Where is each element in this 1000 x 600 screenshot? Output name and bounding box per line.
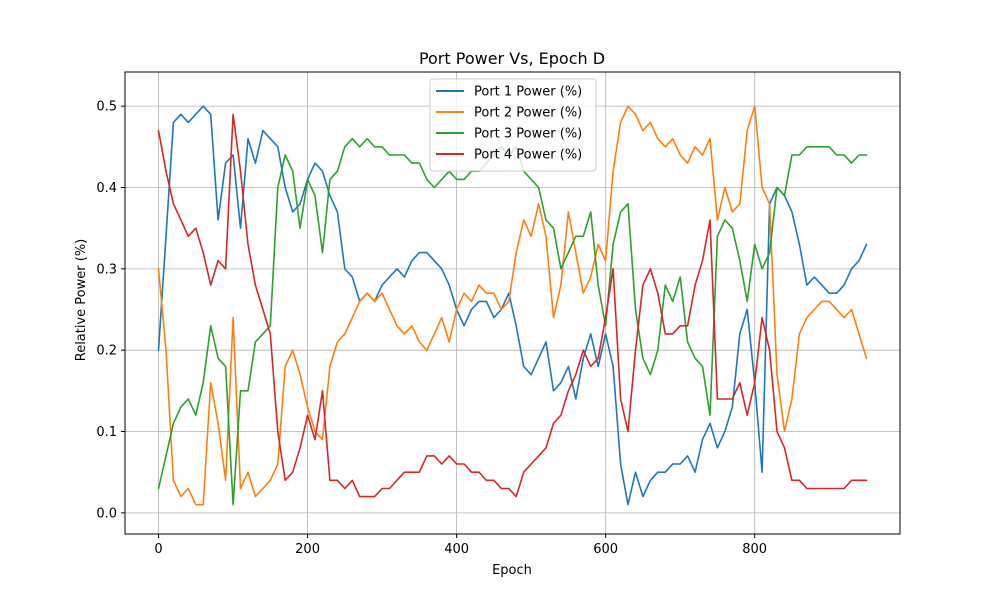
legend-label: Port 3 Power (%) (474, 127, 582, 142)
legend-box (429, 78, 597, 172)
series-line-port-2 (157, 105, 868, 506)
y-tick-label: 0.5 (96, 100, 117, 115)
y-tick-label: 0.1 (96, 425, 117, 440)
x-axis: 0 200 400 600 800 (154, 534, 767, 557)
legend-label: Port 1 Power (%) (474, 85, 582, 100)
x-tick-label: 600 (593, 542, 618, 557)
y-axis-label: Relative Power (%) (74, 239, 89, 362)
series-line-port-1 (157, 105, 868, 506)
y-tick-label: 0.2 (96, 344, 117, 359)
plot-frame (124, 71, 901, 535)
y-axis: 0.0 0.1 0.2 0.3 0.4 0.5 (96, 100, 125, 521)
x-tick-label: 400 (444, 542, 469, 557)
y-tick-label: 0.0 (96, 506, 117, 521)
x-tick-label: 0 (154, 542, 162, 557)
x-axis-label: Epoch (492, 563, 532, 578)
x-tick-label: 200 (295, 542, 320, 557)
series-line-port-4 (157, 113, 868, 498)
chart-title: Port Power Vs, Epoch D (419, 49, 605, 68)
legend-label: Port 2 Power (%) (474, 106, 582, 121)
y-tick-label: 0.4 (96, 181, 117, 196)
x-tick-label: 800 (742, 542, 767, 557)
y-tick-label: 0.3 (96, 262, 117, 277)
legend-label: Port 4 Power (%) (474, 148, 582, 163)
legend: Port 1 Power (%) Port 2 Power (%) Port 3 P… (429, 78, 597, 172)
